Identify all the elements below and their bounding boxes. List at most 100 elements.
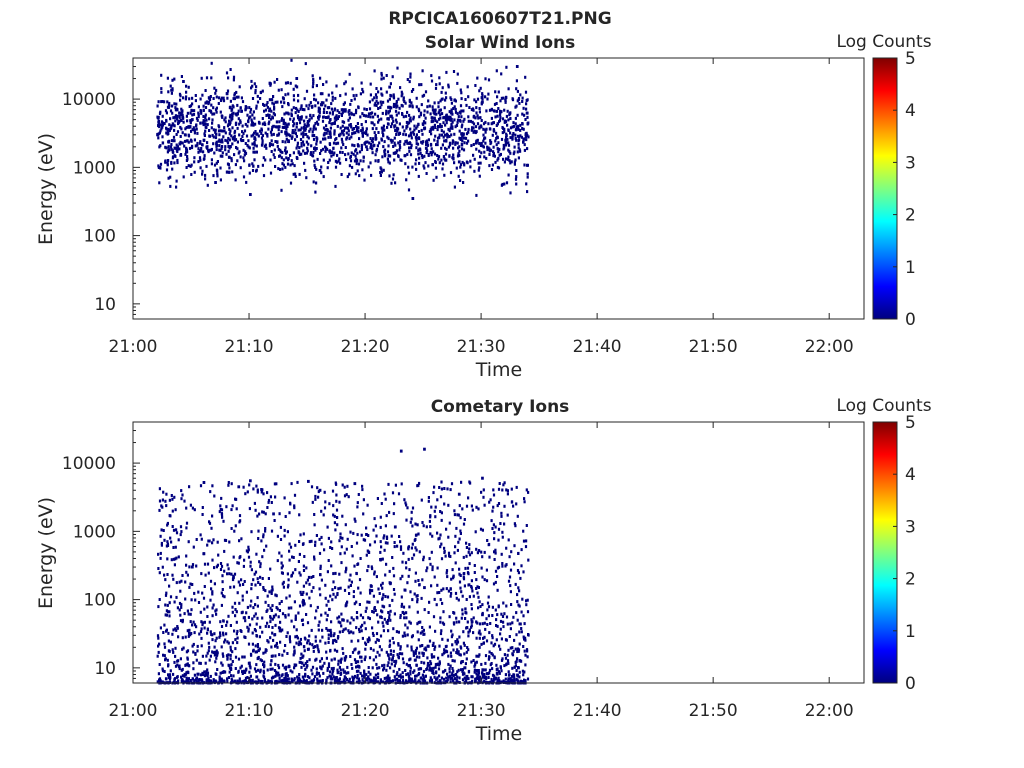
data-cell bbox=[211, 484, 214, 488]
data-cell bbox=[262, 102, 265, 106]
data-cell bbox=[331, 489, 335, 493]
data-cell bbox=[475, 547, 478, 551]
data-cell bbox=[415, 646, 418, 650]
data-cell bbox=[158, 125, 161, 129]
data-cell bbox=[290, 58, 293, 62]
data-cell bbox=[291, 162, 294, 166]
data-cell bbox=[254, 122, 257, 126]
data-cell bbox=[359, 591, 362, 595]
data-cell bbox=[387, 137, 390, 141]
data-cell bbox=[449, 111, 453, 115]
data-cell bbox=[267, 577, 270, 580]
data-cell bbox=[313, 146, 316, 150]
data-cell bbox=[192, 545, 195, 549]
data-cell bbox=[431, 108, 434, 112]
data-cell bbox=[454, 107, 457, 111]
data-cell bbox=[263, 548, 266, 552]
data-cell bbox=[355, 611, 359, 614]
data-cell bbox=[438, 644, 441, 648]
data-cell bbox=[385, 668, 388, 672]
data-cell bbox=[507, 141, 510, 145]
data-cell bbox=[393, 675, 396, 679]
data-cell bbox=[446, 487, 449, 491]
data-cell bbox=[351, 132, 354, 136]
data-cell bbox=[463, 141, 466, 145]
data-cell bbox=[298, 146, 301, 150]
data-cell bbox=[405, 566, 408, 570]
data-cell bbox=[228, 132, 231, 136]
data-cell bbox=[261, 577, 264, 580]
data-cell bbox=[502, 620, 505, 624]
data-cell bbox=[214, 128, 217, 132]
data-cell bbox=[187, 540, 190, 544]
data-cell bbox=[173, 161, 176, 165]
data-cell bbox=[174, 664, 178, 668]
data-cell bbox=[440, 480, 443, 484]
data-cell bbox=[271, 98, 274, 102]
data-cell bbox=[179, 98, 182, 102]
data-cell bbox=[249, 564, 252, 568]
data-cell bbox=[200, 636, 203, 640]
data-cell bbox=[432, 491, 435, 495]
data-cell bbox=[210, 61, 213, 65]
data-cell bbox=[186, 111, 189, 115]
data-cell bbox=[248, 670, 251, 674]
data-cell bbox=[458, 118, 462, 122]
data-cell bbox=[306, 121, 310, 125]
data-cell bbox=[333, 130, 336, 134]
data-cell bbox=[256, 488, 259, 492]
data-cell bbox=[468, 553, 472, 557]
data-cell bbox=[474, 84, 477, 87]
data-cell bbox=[463, 652, 466, 656]
data-cell bbox=[460, 668, 463, 672]
data-cell bbox=[454, 591, 458, 595]
data-cell bbox=[324, 116, 328, 119]
data-cell bbox=[247, 555, 251, 559]
data-cell bbox=[176, 146, 179, 150]
data-cell bbox=[413, 124, 416, 128]
data-cell bbox=[494, 551, 497, 555]
data-cell bbox=[308, 658, 311, 662]
data-cell bbox=[226, 563, 229, 567]
data-cell bbox=[264, 679, 267, 683]
data-cell bbox=[367, 675, 370, 679]
data-cell bbox=[200, 147, 203, 150]
data-cell bbox=[443, 487, 446, 490]
data-cell bbox=[449, 117, 452, 121]
data-cell bbox=[294, 635, 297, 639]
data-cell bbox=[294, 128, 297, 132]
data-cell bbox=[209, 630, 212, 634]
data-cell bbox=[328, 158, 331, 162]
data-cell bbox=[170, 143, 173, 146]
data-cell bbox=[324, 149, 327, 153]
data-cell bbox=[512, 132, 515, 135]
data-cell bbox=[310, 589, 313, 593]
data-cell bbox=[202, 150, 205, 154]
data-cell bbox=[491, 636, 494, 640]
data-cell bbox=[294, 132, 297, 136]
data-cell bbox=[524, 75, 527, 79]
data-cell bbox=[474, 661, 477, 665]
data-cell bbox=[332, 153, 335, 157]
data-cell bbox=[360, 146, 363, 149]
data-cell bbox=[382, 100, 385, 104]
data-cell bbox=[399, 158, 402, 162]
data-cell bbox=[259, 97, 262, 100]
data-cell bbox=[443, 157, 446, 161]
data-cell bbox=[308, 540, 311, 544]
data-cell bbox=[173, 128, 176, 132]
data-cell bbox=[436, 591, 439, 595]
data-cell bbox=[418, 583, 421, 587]
data-cell bbox=[375, 104, 378, 107]
data-cell bbox=[422, 679, 425, 683]
data-cell bbox=[453, 161, 456, 165]
data-cell bbox=[273, 482, 276, 486]
data-cell bbox=[386, 541, 389, 545]
data-cell bbox=[259, 562, 262, 566]
data-cell bbox=[271, 115, 274, 119]
data-cell bbox=[227, 122, 230, 126]
data-cell bbox=[335, 499, 338, 503]
data-cell bbox=[173, 139, 176, 143]
data-cell bbox=[390, 125, 393, 129]
data-cell bbox=[421, 521, 424, 524]
